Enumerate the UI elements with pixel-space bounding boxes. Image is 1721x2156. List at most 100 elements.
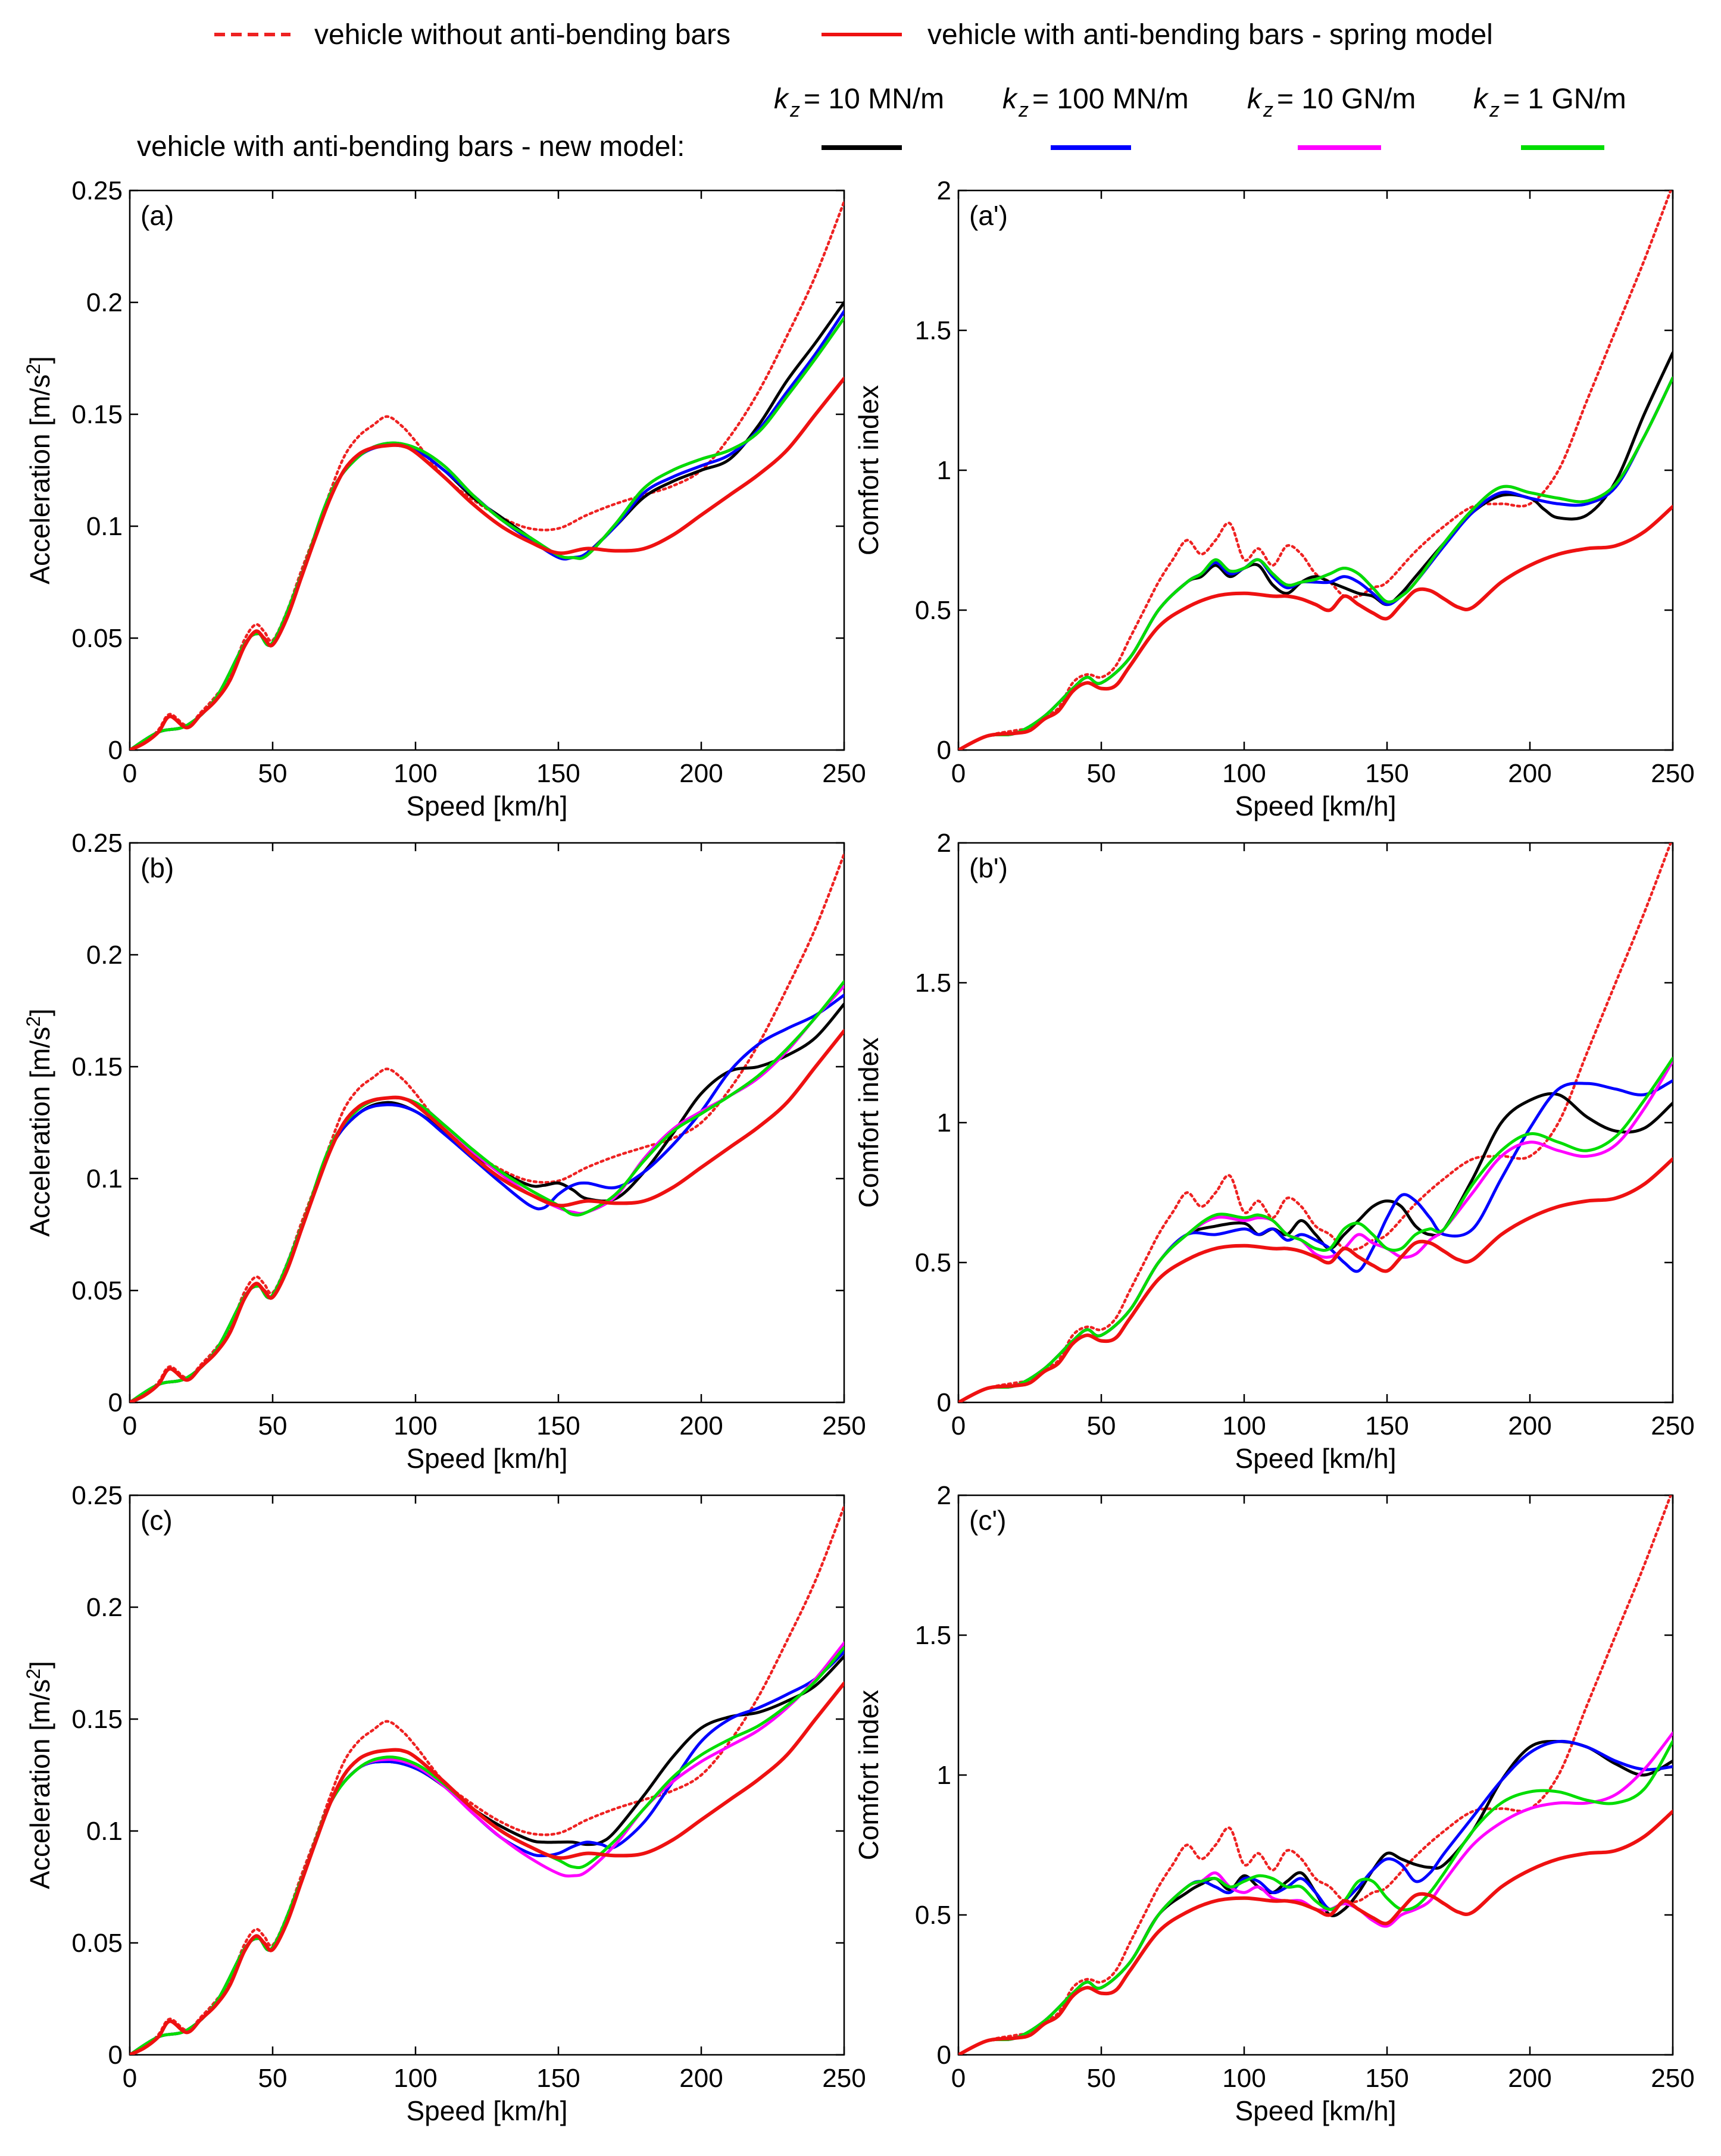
plot-frame [129, 189, 845, 751]
panel-label: (b') [969, 852, 1008, 883]
legend-kz-1gn-label: k z = 1 GN/m [1473, 83, 1626, 121]
y-tick-label: 0.15 [71, 1052, 123, 1082]
series-line-without-bars [958, 1495, 1672, 2055]
y-tick-label: 0.1 [86, 512, 123, 541]
plot-frame [957, 189, 1674, 751]
y-tick-label: 0.2 [86, 288, 123, 317]
plot-frame [957, 1494, 1674, 2056]
x-tick-label: 100 [1222, 2064, 1266, 2093]
x-tick-label: 250 [1651, 759, 1694, 788]
series-group [130, 852, 844, 1402]
y-axis-label: Acceleration [m/s2] [23, 1661, 55, 1889]
x-axis-label: Speed [km/h] [1235, 1443, 1396, 1474]
kz-value: = 10 GN/m [1277, 83, 1416, 115]
y-tick-label: 0.25 [71, 1481, 123, 1510]
series-line-kz-100mn [130, 1650, 844, 2055]
x-tick-label: 0 [123, 759, 137, 788]
x-tick-label: 100 [393, 1411, 437, 1441]
x-tick-label: 0 [951, 1411, 966, 1441]
y-tick-label: 0.1 [86, 1164, 123, 1193]
panel-label: (c') [969, 1505, 1006, 1536]
series-line-kz-10gn [130, 1641, 844, 2055]
y-tick-label: 2 [937, 1481, 951, 1510]
series-line-spring-model [130, 376, 844, 750]
x-axis-label: Speed [km/h] [1235, 2095, 1396, 2126]
series-line-kz-1gn [958, 376, 1673, 750]
x-tick-label: 200 [1508, 2064, 1551, 2093]
x-tick-label: 50 [258, 2064, 288, 2093]
series-line-kz-100mn [130, 993, 844, 1402]
x-tick-label: 150 [536, 2064, 580, 2093]
plot-frame [129, 1494, 845, 2056]
y-axis-label: Comfort index [853, 1690, 884, 1860]
series-line-spring-model [130, 1029, 844, 1402]
series-line-kz-1gn [130, 316, 844, 750]
series-line-spring-model [958, 1157, 1673, 1402]
x-tick-label: 0 [951, 2064, 966, 2093]
y-tick-label: 0.05 [71, 1276, 123, 1305]
plot-frame [957, 842, 1674, 1404]
kz-value: = 10 MN/m [804, 83, 944, 115]
panel-label: (c) [140, 1505, 173, 1536]
x-tick-label: 150 [1365, 1411, 1408, 1441]
y-tick-label: 0 [937, 736, 951, 765]
chart-panel: 0 50 100 150 200 250 0 0.05 0.1 0.15 0.2 0.25 Speed … [23, 829, 866, 1474]
kz-value: = 1 GN/m [1503, 83, 1626, 115]
x-tick-label: 0 [951, 759, 966, 788]
series-line-kz-1gn [958, 1057, 1673, 1402]
plot-frame [129, 842, 845, 1404]
y-tick-label: 2 [937, 829, 951, 858]
series-line-kz-1gn [130, 980, 844, 1402]
legend-kz-10gn-label: k z = 10 GN/m [1247, 83, 1416, 121]
chart-panel: 0 50 100 150 200 250 0 0.5 1 1.5 2 Speed [km/h] Comf… [853, 1481, 1695, 2126]
x-tick-label: 250 [1651, 2064, 1694, 2093]
kz-symbol: k [1002, 83, 1019, 115]
series-line-kz-10gn [130, 316, 844, 750]
series-line-without-bars [958, 190, 1672, 750]
x-tick-label: 250 [822, 759, 866, 788]
y-tick-label: 0.5 [915, 1901, 951, 1930]
x-tick-label: 100 [393, 759, 437, 788]
x-axis-label: Speed [km/h] [406, 2095, 567, 2126]
series-line-kz-100mn [130, 310, 844, 750]
y-tick-label: 0.05 [71, 1929, 123, 1958]
kz-value: = 100 MN/m [1032, 83, 1189, 115]
y-tick-label: 1.5 [915, 1621, 951, 1650]
y-tick-label: 0 [108, 2041, 123, 2070]
series-group [130, 200, 844, 750]
series-line-spring-model [958, 505, 1673, 750]
series-line-without-bars [958, 843, 1672, 1402]
y-tick-label: 0.15 [71, 400, 123, 429]
chart-panel: 0 50 100 150 200 250 0 0.5 1 1.5 2 Speed [km/h] Comf… [853, 176, 1695, 821]
x-tick-label: 250 [822, 2064, 866, 2093]
kz-symbol: k [774, 83, 790, 115]
y-tick-label: 0.5 [915, 1248, 951, 1277]
legend-label-without-bars: vehicle without anti-bending bars [314, 19, 730, 51]
series-line-kz-1gn [958, 1740, 1673, 2055]
legend-kz-10mn-label: k z = 10 MN/m [774, 83, 944, 121]
chart-panel: 0 50 100 150 200 250 0 0.05 0.1 0.15 0.2 0.25 Speed … [23, 1481, 866, 2126]
series-line-kz-10mn [130, 301, 844, 750]
x-tick-label: 50 [258, 759, 288, 788]
x-tick-label: 200 [679, 2064, 723, 2093]
x-tick-label: 50 [258, 1411, 288, 1441]
y-tick-label: 0 [937, 1388, 951, 1417]
y-tick-label: 1.5 [915, 316, 951, 345]
legend: vehicle without anti-bending bars vehicl… [137, 19, 1626, 163]
y-axis-label: Comfort index [853, 1038, 884, 1208]
y-tick-label: 0 [108, 736, 123, 765]
x-axis-label: Speed [km/h] [406, 1443, 567, 1474]
x-tick-label: 0 [123, 1411, 137, 1441]
kz-subscript: z [1263, 99, 1273, 121]
x-axis-label: Speed [km/h] [406, 790, 567, 821]
y-tick-label: 0.5 [915, 596, 951, 625]
x-tick-label: 250 [1651, 1411, 1694, 1441]
kz-symbol: k [1473, 83, 1489, 115]
y-tick-label: 0.15 [71, 1705, 123, 1734]
y-tick-label: 0.2 [86, 940, 123, 970]
x-tick-label: 200 [679, 1411, 723, 1441]
x-tick-label: 200 [1508, 759, 1551, 788]
y-tick-label: 0.1 [86, 1817, 123, 1846]
kz-subscript: z [1018, 99, 1029, 121]
